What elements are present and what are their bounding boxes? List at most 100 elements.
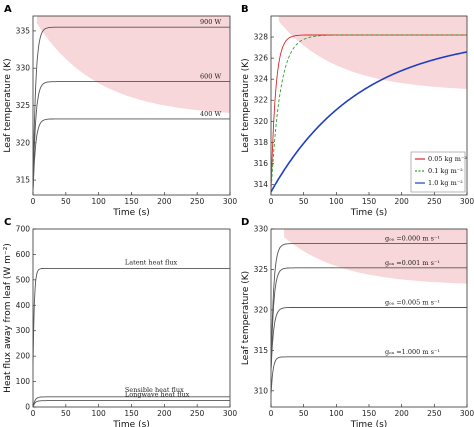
y-tick-label: 324 xyxy=(254,75,269,84)
y-tick-label: 300 xyxy=(16,326,31,335)
panel-d: D 0 50 100 150 200 250 300 310 315 320 325 330 Time (… xyxy=(241,217,474,427)
legend-entry: 0.05 kg m⁻² xyxy=(428,155,467,163)
series-annotation: gₒₐ =0.001 m s⁻¹ xyxy=(385,259,440,267)
y-tick-label: 326 xyxy=(254,54,269,63)
x-tick-label: 50 xyxy=(299,197,309,206)
series-line-900-w xyxy=(32,26,230,192)
panel-label: D xyxy=(241,217,249,228)
x-axis-label: Time (s) xyxy=(350,420,388,427)
x-tick-label: 250 xyxy=(427,409,442,418)
x-tick-label: 150 xyxy=(124,409,139,418)
x-tick-label: 200 xyxy=(157,409,172,418)
x-tick-label: 0 xyxy=(269,409,274,418)
series-line-latent-heat-flux xyxy=(32,267,230,367)
panel-label: A xyxy=(4,4,12,15)
y-tick-label: 315 xyxy=(254,346,269,355)
y-axis-label: Leaf temperature (K) xyxy=(3,58,13,152)
x-tick-label: 300 xyxy=(223,197,238,206)
y-tick-label: 315 xyxy=(16,176,31,185)
x-tick-label: 200 xyxy=(395,197,410,206)
threshold-shade xyxy=(278,16,467,89)
series-annotation: gₒₐ =0.005 m s⁻¹ xyxy=(385,298,440,306)
y-tick-label: 314 xyxy=(254,180,269,189)
series-line-g-0-005-m-s xyxy=(270,307,467,371)
x-tick-label: 50 xyxy=(61,409,71,418)
threshold-shade xyxy=(36,16,231,113)
series-line-1-0-kg-m xyxy=(270,51,468,193)
series-line-g-1-000-m-s xyxy=(270,356,467,395)
series-annotation: 400 W xyxy=(200,110,221,118)
y-tick-label: 320 xyxy=(254,305,269,314)
y-tick-label: 400 xyxy=(16,301,31,310)
panel-label: C xyxy=(4,217,11,228)
x-axis-label: Time (s) xyxy=(112,208,150,218)
x-axis-label: Time (s) xyxy=(112,420,150,427)
y-tick-label: 600 xyxy=(16,250,31,259)
x-tick-label: 300 xyxy=(460,409,474,418)
x-tick-label: 150 xyxy=(362,409,377,418)
series-line-0-1-kg-m xyxy=(270,34,467,192)
plot-frame xyxy=(32,228,231,408)
y-tick-label: 335 xyxy=(16,26,31,35)
series-annotation: Longwave heat flux xyxy=(125,391,190,399)
x-tick-label: 100 xyxy=(92,197,107,206)
x-axis-label: Time (s) xyxy=(350,208,388,218)
y-tick-label: 318 xyxy=(254,138,269,147)
y-tick-label: 320 xyxy=(16,138,31,147)
x-tick-label: 150 xyxy=(124,197,139,206)
y-tick-label: 200 xyxy=(16,352,31,361)
x-tick-label: 100 xyxy=(329,197,344,206)
x-tick-label: 0 xyxy=(269,197,274,206)
x-tick-label: 50 xyxy=(299,409,309,418)
series-annotation: Latent heat flux xyxy=(125,258,178,266)
x-tick-label: 0 xyxy=(31,409,36,418)
x-tick-label: 300 xyxy=(223,409,238,418)
y-tick-label: 328 xyxy=(254,33,269,42)
series-line-g-0-000-m-s xyxy=(270,243,467,371)
x-tick-label: 50 xyxy=(61,197,71,206)
x-tick-label: 200 xyxy=(395,409,410,418)
x-tick-label: 250 xyxy=(190,409,205,418)
x-tick-label: 100 xyxy=(92,409,107,418)
series-line-longwave-heat-flux xyxy=(32,400,230,408)
series-line-g-0-001-m-s xyxy=(270,267,467,371)
series-annotation: gₒₐ =0.000 m s⁻¹ xyxy=(385,235,440,243)
series-line-600-w xyxy=(32,81,230,192)
y-tick-label: 330 xyxy=(254,225,269,234)
y-tick-label: 0 xyxy=(25,403,30,412)
panel-c: C 0 50 100 150 200 250 300 0 100 200 300 400 500 600 70… xyxy=(3,217,237,427)
panel-b: B 0 50 100 150 200 250 300 314 316 318 320 322 324 326… xyxy=(241,4,474,218)
y-tick-label: 700 xyxy=(16,225,31,234)
panel-label: B xyxy=(241,4,249,15)
y-axis-label: Heat flux away from leaf (W m⁻²) xyxy=(3,243,13,393)
x-tick-label: 200 xyxy=(157,197,172,206)
series-line-400-w xyxy=(32,118,230,192)
y-tick-label: 500 xyxy=(16,275,31,284)
x-tick-label: 300 xyxy=(460,197,474,206)
y-tick-label: 325 xyxy=(16,101,31,110)
x-tick-label: 250 xyxy=(190,197,205,206)
x-tick-label: 100 xyxy=(329,409,344,418)
x-tick-label: 0 xyxy=(31,197,36,206)
legend-entry: 1.0 kg m⁻² xyxy=(428,179,463,187)
x-tick-label: 250 xyxy=(427,197,442,206)
y-tick-label: 100 xyxy=(16,377,31,386)
y-axis-label: Leaf temperature (K) xyxy=(241,58,251,152)
series-annotation: gₒₐ =1.000 m s⁻¹ xyxy=(385,348,440,356)
legend-entry: 0.1 kg m⁻² xyxy=(428,167,463,175)
x-tick-label: 150 xyxy=(362,197,377,206)
y-tick-label: 325 xyxy=(254,265,269,274)
y-tick-label: 316 xyxy=(254,159,269,168)
series-line-sensible-heat-flux xyxy=(32,396,230,408)
series-annotation: 600 W xyxy=(200,73,221,81)
y-axis-label: Leaf temperature (K) xyxy=(241,271,251,365)
y-tick-label: 310 xyxy=(254,386,269,395)
threshold-shade xyxy=(284,229,467,284)
series-annotation: Sensible heat flux xyxy=(125,386,184,394)
y-tick-label: 330 xyxy=(16,64,31,73)
panel-a: A 0 50 100 150 200 250 300 315 320 325 330 335 Time (… xyxy=(3,4,237,218)
series-annotation: 900 W xyxy=(200,18,221,26)
y-tick-label: 320 xyxy=(254,117,269,126)
y-tick-label: 322 xyxy=(254,96,269,105)
